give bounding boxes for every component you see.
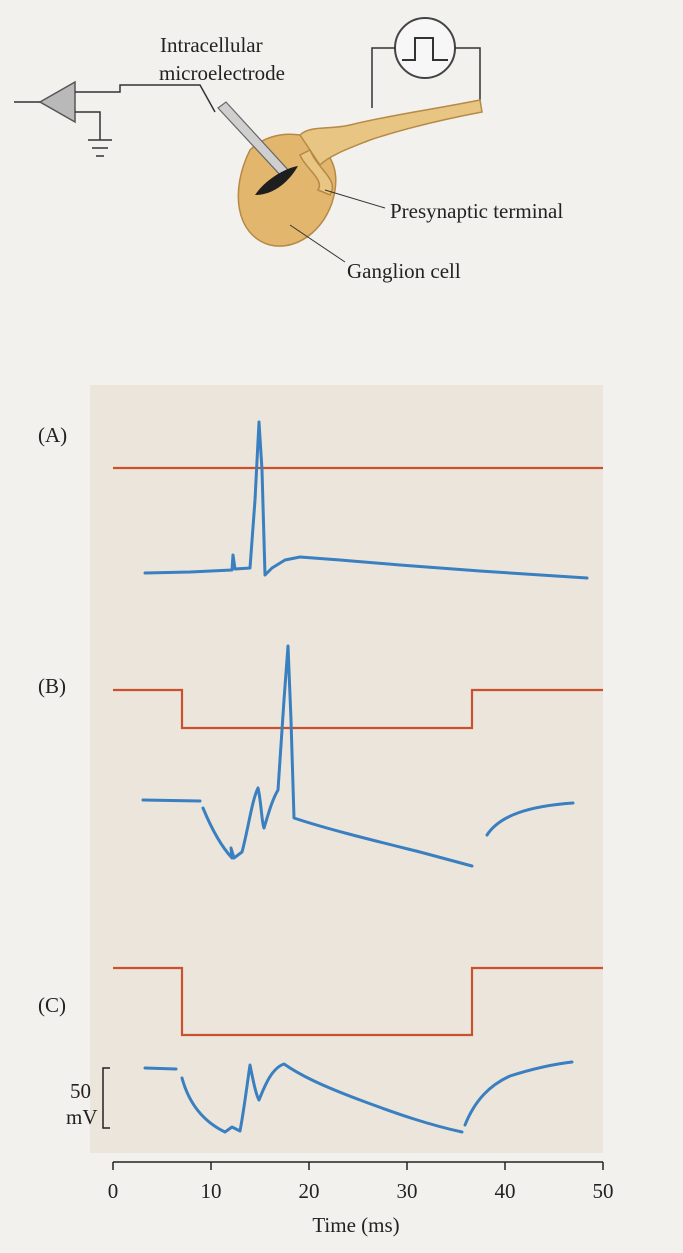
voltage-trace xyxy=(143,1060,574,1134)
scale-bar: 50 mV xyxy=(66,1067,110,1129)
stimulus-trace xyxy=(113,688,603,730)
terminal-label: Presynaptic terminal xyxy=(390,199,563,223)
x-tick-label: 40 xyxy=(495,1179,516,1203)
scale-unit: mV xyxy=(66,1105,98,1129)
scale-value: 50 xyxy=(70,1079,91,1103)
stimulus-trace xyxy=(113,966,603,1037)
electrode-label: microelectrode xyxy=(159,61,285,85)
electrode-label: Intracellular xyxy=(160,33,263,57)
x-tick-label: 50 xyxy=(593,1179,614,1203)
x-tick-label: 30 xyxy=(397,1179,418,1203)
panel-label: (A) xyxy=(38,423,67,447)
x-tick-label: 10 xyxy=(201,1179,222,1203)
plot-background xyxy=(90,385,603,1153)
panel-label: (C) xyxy=(38,993,66,1017)
x-tick-label: 0 xyxy=(108,1179,119,1203)
x-tick-label: 20 xyxy=(299,1179,320,1203)
voltage-trace xyxy=(141,644,575,868)
recording-diagram: Intracellular microelectrode Presynaptic… xyxy=(14,17,563,283)
voltage-trace xyxy=(143,420,589,580)
panel-label: (B) xyxy=(38,674,66,698)
x-axis-title: Time (ms) xyxy=(312,1213,399,1237)
cell-label: Ganglion cell xyxy=(347,259,461,283)
